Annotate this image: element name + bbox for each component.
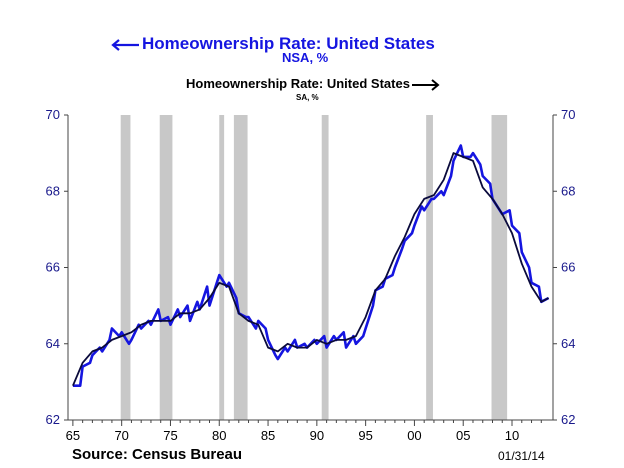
nsa-series-title: Homeownership Rate: United States [110, 34, 435, 54]
x-tick-label: 70 [114, 428, 128, 443]
source-note: Source: Census Bureau [72, 446, 243, 463]
date-stamp: 01/31/14 [498, 449, 545, 463]
series-line-nsa [72, 144, 550, 388]
x-tick-label: 95 [358, 428, 372, 443]
nsa-series-subtitle: NSA, % [282, 50, 329, 65]
recession-band-2 [219, 115, 225, 420]
sa-series-title: Homeownership Rate: United States [186, 76, 441, 91]
recession-band-0 [120, 115, 131, 420]
x-tick-label: 85 [261, 428, 275, 443]
sa-series-subtitle: SA, % [296, 93, 319, 102]
x-tick-label: 90 [310, 428, 324, 443]
recession-bands [120, 115, 508, 420]
x-tick-label: 75 [163, 428, 177, 443]
y-tick-label-left: 62 [46, 412, 60, 427]
recession-band-1 [159, 115, 173, 420]
recession-band-6 [491, 115, 508, 420]
x-tick-label: 65 [66, 428, 80, 443]
data-series [72, 144, 550, 388]
series-line-sa [72, 152, 550, 387]
y-tick-label-right: 66 [561, 260, 575, 275]
recession-band-5 [426, 115, 433, 420]
left-arrow-icon [111, 38, 139, 51]
chart-axes: 62 62 64 64 66 66 68 68 70 70 65 70 75 80 85 90 95 00 05 10 [46, 107, 576, 443]
nsa-title-text: Homeownership Rate: United States [142, 34, 435, 53]
y-tick-label-left: 64 [46, 336, 60, 351]
y-tick-label-left: 68 [46, 183, 60, 198]
sa-title-text: Homeownership Rate: United States [186, 76, 410, 91]
recession-band-4 [321, 115, 329, 420]
right-arrow-icon [411, 78, 440, 91]
y-tick-label-left: 70 [46, 107, 60, 122]
y-tick-label-right: 64 [561, 336, 575, 351]
y-tick-label-right: 68 [561, 183, 575, 198]
x-tick-label: 05 [456, 428, 470, 443]
x-tick-label: 10 [505, 428, 519, 443]
recession-band-3 [233, 115, 248, 420]
x-tick-label: 80 [212, 428, 226, 443]
y-tick-label-left: 66 [46, 260, 60, 275]
y-tick-label-right: 62 [561, 412, 575, 427]
y-tick-label-right: 70 [561, 107, 575, 122]
x-tick-label: 00 [407, 428, 421, 443]
